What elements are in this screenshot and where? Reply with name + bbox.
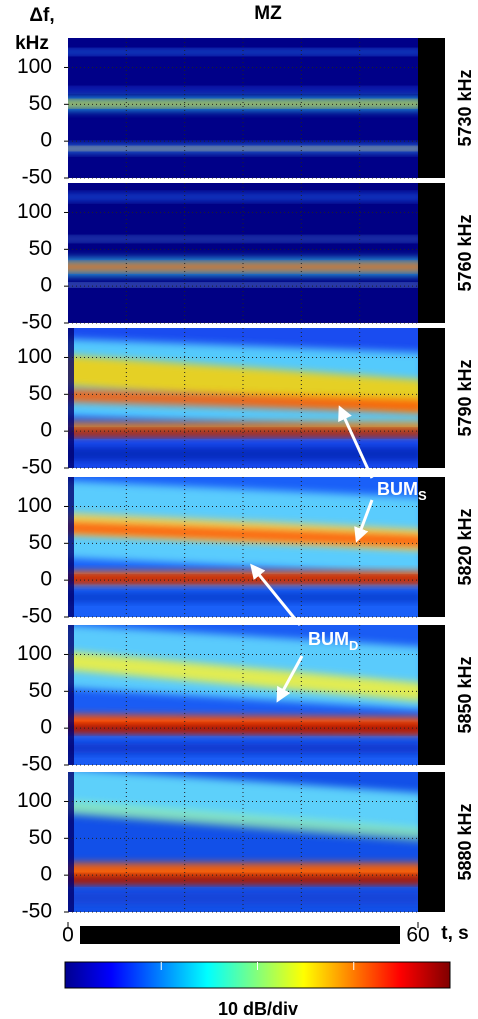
y-tick-label: 50	[29, 531, 52, 554]
spectral-band	[68, 389, 423, 413]
colorbar-label: 10 dB/div	[218, 999, 298, 1019]
spectral-band	[68, 743, 423, 754]
y-tick-label: 0	[40, 568, 52, 591]
edge	[68, 477, 74, 617]
off-strip	[418, 772, 445, 912]
spectrogram	[68, 772, 445, 912]
edge	[68, 772, 74, 912]
spectral-band	[68, 772, 423, 835]
spectral-band	[68, 651, 423, 702]
spectrogram	[68, 38, 445, 178]
y-label: kHz	[15, 33, 49, 54]
y-tick-label: 0	[40, 274, 52, 297]
arrow	[338, 405, 374, 479]
panel-label: 5790 kHz	[455, 359, 475, 436]
spectrogram	[68, 625, 445, 765]
x-tick-label: 0	[62, 924, 74, 947]
y-tick-label: -50	[22, 456, 52, 479]
spectrogram	[68, 328, 445, 468]
y-tick-label: 100	[17, 55, 52, 78]
annotation: BUMD	[308, 629, 358, 654]
panel: -50 0 50 100 5760 kHz	[17, 183, 475, 334]
off-strip	[418, 38, 445, 178]
spectral-band	[68, 193, 423, 201]
y-tick-label: -50	[22, 311, 52, 334]
panel-label: 5880 kHz	[455, 803, 475, 880]
y-tick-label: -50	[22, 753, 52, 776]
spectral-band	[68, 263, 423, 271]
spectral-band	[68, 522, 423, 547]
arrow	[354, 499, 374, 543]
panel-label: 5730 kHz	[455, 69, 475, 146]
off-strip	[418, 625, 445, 765]
y-tick-label: 50	[29, 679, 52, 702]
y-tick-label: 100	[17, 642, 52, 665]
off-strip	[418, 183, 445, 323]
spectral-band	[68, 49, 423, 55]
spectral-band	[68, 876, 423, 884]
spectral-band	[68, 576, 423, 582]
y-tick-label: 50	[29, 92, 52, 115]
annotation: BUMS	[377, 479, 427, 504]
panel-label: 5820 kHz	[455, 508, 475, 585]
spectral-band	[68, 725, 423, 733]
spectrogram	[68, 183, 445, 323]
y-tick-label: -50	[22, 166, 52, 189]
title: MZ	[254, 3, 282, 24]
y-tick-label: 0	[40, 863, 52, 886]
spectral-band	[68, 236, 423, 242]
spectral-band	[68, 147, 423, 150]
y-tick-label: 0	[40, 716, 52, 739]
panel-label: 5850 kHz	[455, 656, 475, 733]
y-tick-label: 100	[17, 200, 52, 223]
y-tick-label: 50	[29, 826, 52, 849]
y-label: Δf,	[29, 5, 54, 26]
spectral-band	[68, 355, 423, 411]
annotation-text: BUM	[308, 629, 349, 649]
spectral-band	[68, 593, 423, 602]
y-tick-label: 100	[17, 494, 52, 517]
y-tick-label: -50	[22, 900, 52, 923]
arrow	[250, 563, 302, 626]
annotation-subscript: S	[418, 488, 427, 503]
y-tick-label: 0	[40, 129, 52, 152]
panel: -50 0 50 100 5730 kHz	[17, 38, 475, 189]
y-tick-label: 100	[17, 345, 52, 368]
annotation-text: BUM	[377, 479, 418, 499]
spectral-band	[68, 893, 423, 903]
annotation-subscript: D	[349, 638, 358, 653]
edge	[68, 625, 74, 765]
spectral-band	[68, 101, 423, 107]
panel: -50 0 50 100 5790 kHz	[17, 328, 475, 479]
y-tick-label: 50	[29, 382, 52, 405]
panel: -50 0 50 100 5880 kHz	[17, 772, 475, 923]
spectral-band	[68, 447, 423, 461]
x-label: t, s	[441, 923, 468, 944]
panel: -50 0 50 100 5820 kHz	[17, 477, 475, 628]
edge	[68, 328, 74, 468]
y-tick-label: 0	[40, 419, 52, 442]
off-strip	[418, 328, 445, 468]
spectral-band	[68, 87, 423, 92]
off-strip	[418, 477, 445, 617]
y-tick-label: 100	[17, 789, 52, 812]
y-tick-label: -50	[22, 605, 52, 628]
time-bar	[80, 926, 400, 944]
y-tick-label: 50	[29, 237, 52, 260]
x-tick-label: 60	[406, 924, 429, 947]
panel: -50 0 50 100 5850 kHz	[17, 625, 475, 776]
spectral-band	[68, 800, 423, 842]
arrow	[276, 655, 304, 703]
panel-label: 5760 kHz	[455, 214, 475, 291]
panels: -50 0 50 100 5730 kHz -50 0 50 100 5760 kHz -50 0 50…	[17, 38, 475, 923]
